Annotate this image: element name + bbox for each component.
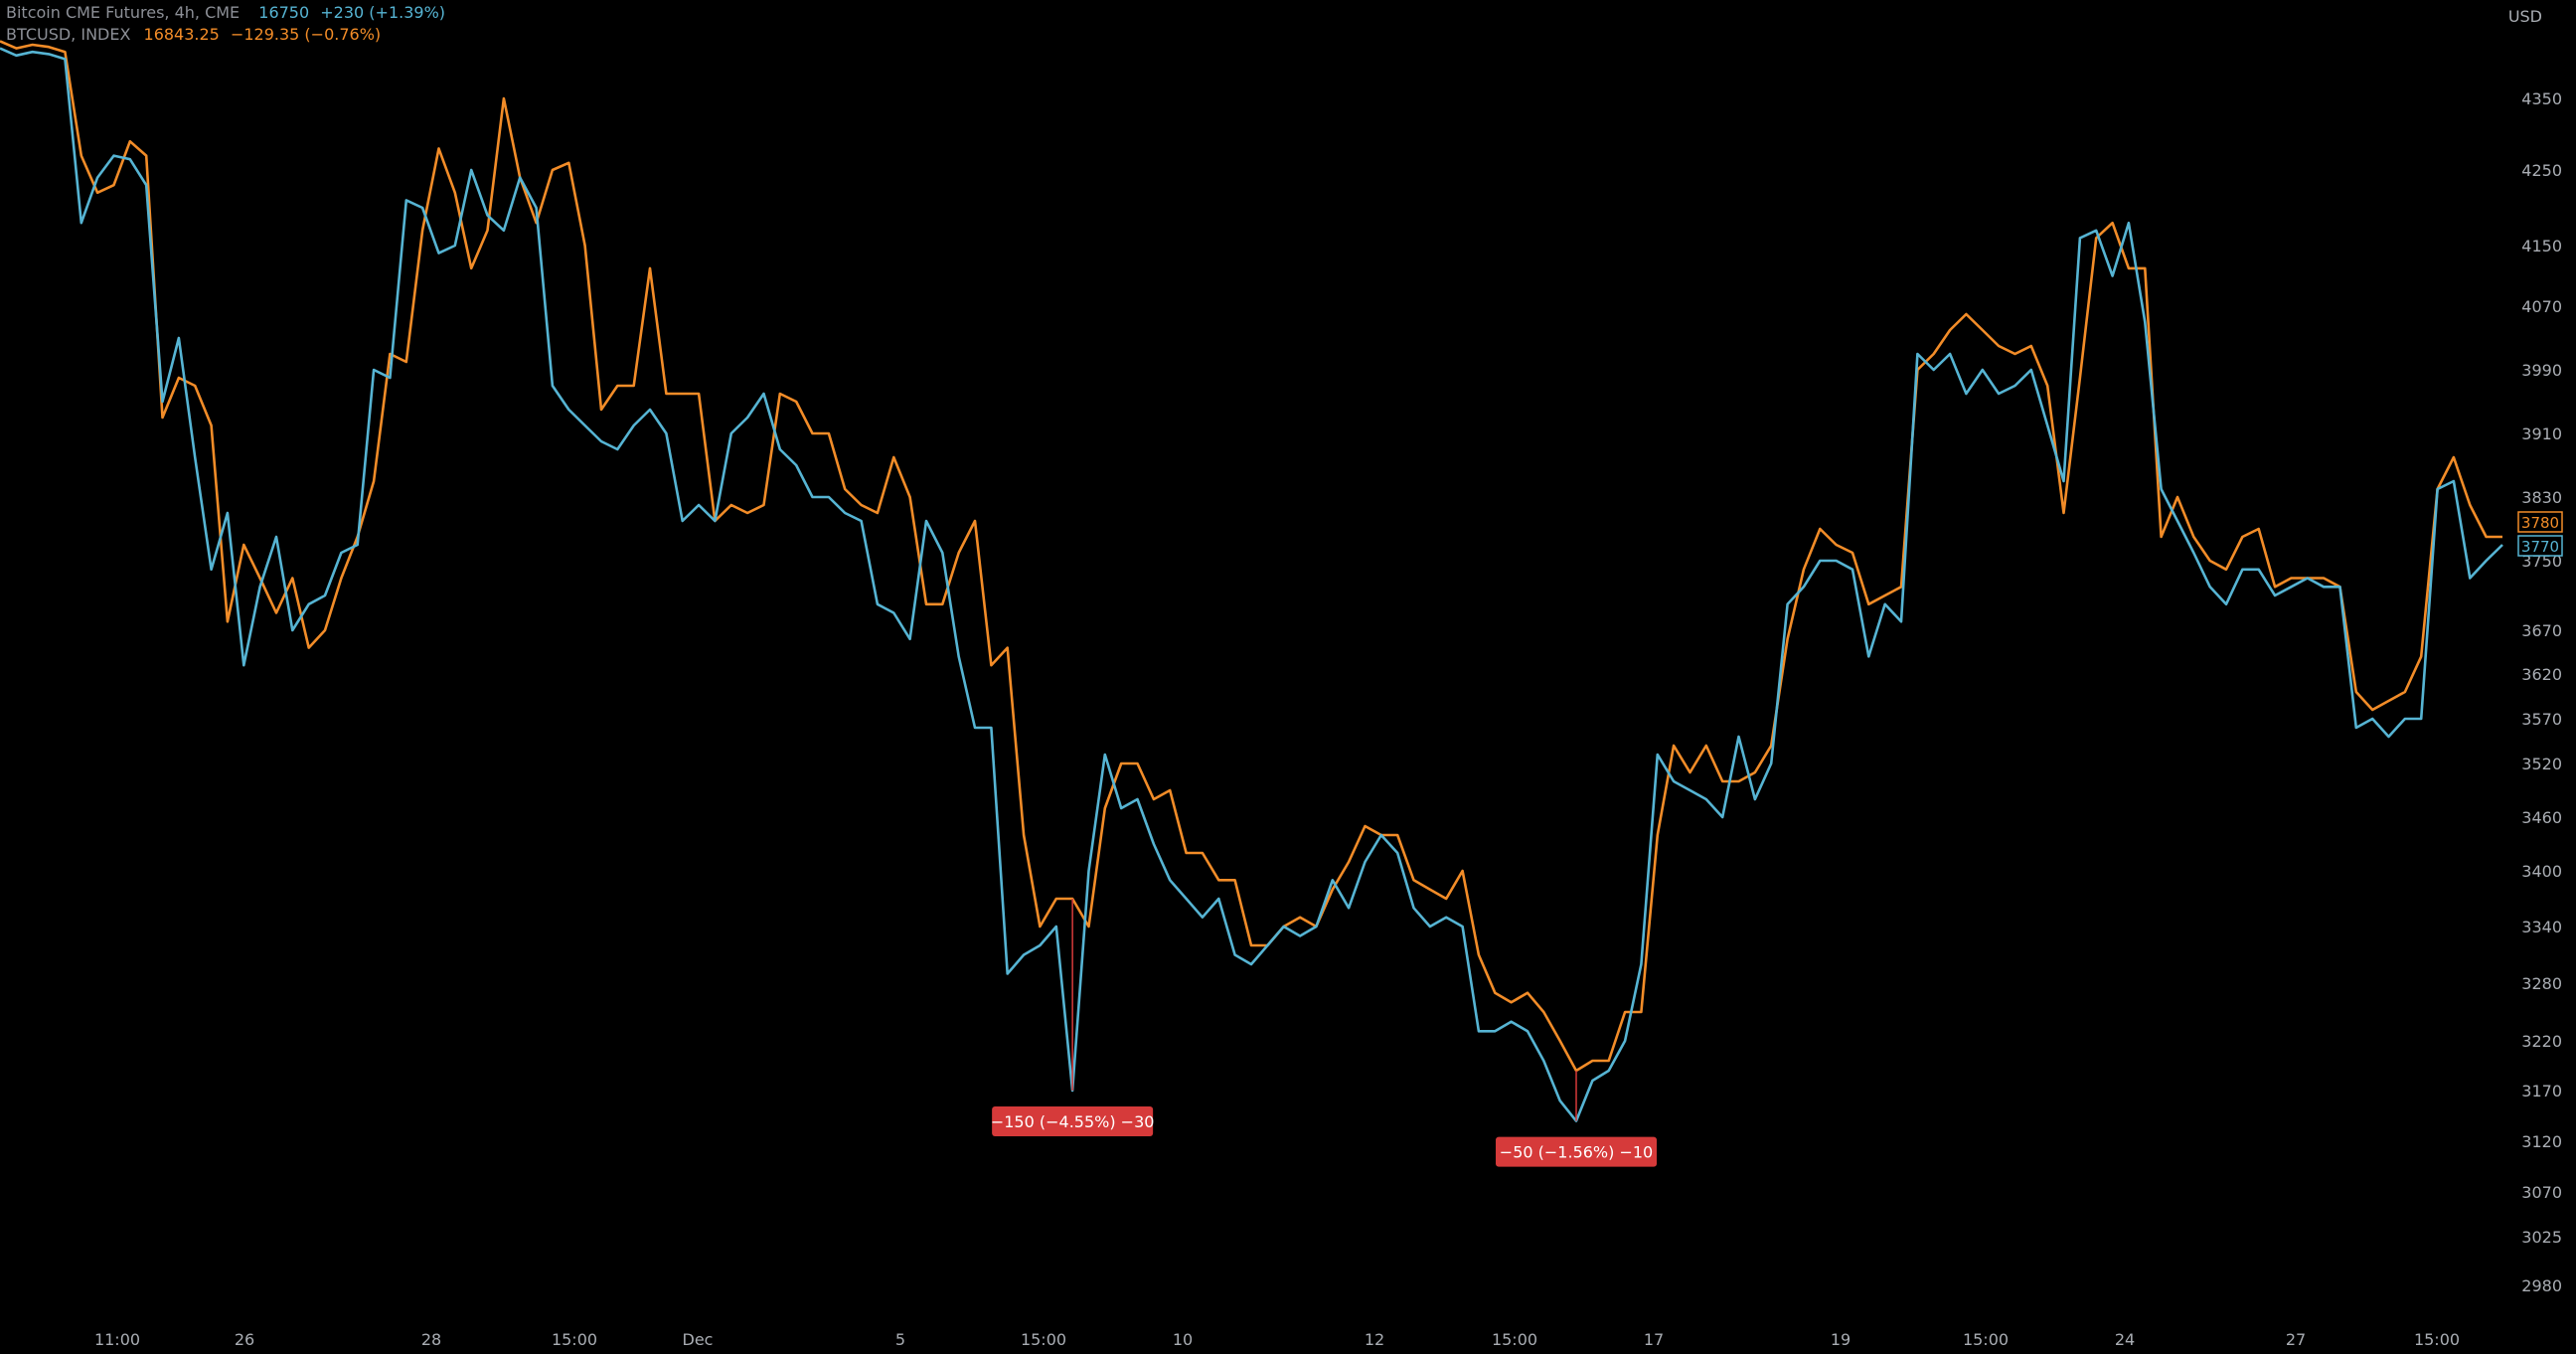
annotation-badge-text: −50 (−1.56%) −10 <box>1500 1143 1653 1162</box>
y-tick-label: 4150 <box>2521 237 2562 255</box>
legend-change-index: −129.35 (−0.76%) <box>230 25 382 44</box>
series-layer <box>0 40 2503 1122</box>
x-tick-label: 10 <box>1173 1330 1193 1349</box>
x-axis[interactable]: 11:00 26 28 15:00 Dec 5 15:00 10 12 15:00 17 19 15:0… <box>94 1330 2460 1349</box>
last-price-tag-index <box>2517 511 2563 533</box>
x-tick-label: Dec <box>683 1330 714 1349</box>
y-tick-label: 3120 <box>2521 1132 2562 1151</box>
y-tick-label: 3570 <box>2521 710 2562 729</box>
x-tick-label: 26 <box>235 1330 254 1349</box>
y-tick-label: 3280 <box>2521 974 2562 993</box>
y-tick-label: 3070 <box>2521 1183 2562 1202</box>
x-tick-label: 19 <box>1831 1330 1851 1349</box>
x-tick-label: 15:00 <box>552 1330 597 1349</box>
y-tick-label: 3400 <box>2521 862 2562 881</box>
y-tick-label: 3220 <box>2521 1032 2562 1051</box>
currency-label: USD <box>2508 7 2542 26</box>
last-price-tag-cme <box>2517 535 2563 557</box>
y-tick-label: 3340 <box>2521 918 2562 936</box>
legend-value-index: 16843.25 <box>143 25 220 44</box>
annotation-layer: −150 (−4.55%) −30 −50 (−1.56%) −10 <box>991 899 1658 1167</box>
series-line-index[interactable] <box>0 40 2502 1073</box>
y-tick-label: 3620 <box>2521 665 2562 684</box>
y-tick-label: 4350 <box>2521 89 2562 108</box>
y-tick-label: 2980 <box>2521 1276 2562 1295</box>
annotation-badge-text: −150 (−4.55%) −30 <box>991 1112 1155 1131</box>
x-tick-label: 24 <box>2115 1330 2135 1349</box>
y-tick-label: 3830 <box>2521 488 2562 507</box>
legend-symbol-index: BTCUSD, INDEX <box>6 25 131 44</box>
last-price-text-cme: 3770 <box>2521 538 2559 556</box>
y-tick-label: 3520 <box>2521 755 2562 773</box>
annotation-badge[interactable] <box>992 1106 1154 1136</box>
y-tick-label: 3460 <box>2521 808 2562 827</box>
y-tick-label: 3990 <box>2521 361 2562 380</box>
y-tick-label: 3025 <box>2521 1228 2562 1247</box>
x-tick-label: 17 <box>1644 1330 1664 1349</box>
x-tick-label: 28 <box>421 1330 441 1349</box>
legend-row-cme[interactable]: Bitcoin CME Futures, 4h, CME 16750 +230 … <box>6 2 445 24</box>
y-tick-label: 3170 <box>2521 1082 2562 1100</box>
x-tick-label: 15:00 <box>1963 1330 2009 1349</box>
last-price-tags: 3770 3780 <box>2517 511 2563 557</box>
y-axis[interactable]: 4350425041504070399039103830375036703620… <box>2521 89 2562 1295</box>
y-tick-label: 4070 <box>2521 297 2562 316</box>
x-tick-label: 11:00 <box>94 1330 140 1349</box>
y-tick-label: 4250 <box>2521 161 2562 180</box>
x-tick-label: 15:00 <box>2414 1330 2460 1349</box>
x-tick-label: 12 <box>1365 1330 1384 1349</box>
series-line-cme[interactable] <box>0 47 2503 1122</box>
y-tick-label: 3670 <box>2521 621 2562 640</box>
legend-symbol-cme: Bitcoin CME Futures, 4h, CME <box>6 3 241 22</box>
x-tick-label: 5 <box>895 1330 905 1349</box>
legend-value-cme: 16750 <box>258 3 310 22</box>
legend: Bitcoin CME Futures, 4h, CME 16750 +230 … <box>6 2 445 46</box>
y-tick-label: 3910 <box>2521 424 2562 443</box>
last-price-text-index: 3780 <box>2521 514 2559 532</box>
x-tick-label: 15:00 <box>1021 1330 1066 1349</box>
annotation-badge[interactable] <box>1496 1136 1658 1167</box>
x-tick-label: 27 <box>2286 1330 2306 1349</box>
x-tick-label: 15:00 <box>1492 1330 1537 1349</box>
legend-change-cme: +230 (+1.39%) <box>320 3 446 22</box>
legend-row-index[interactable]: BTCUSD, INDEX 16843.25 −129.35 (−0.76%) <box>6 24 445 46</box>
